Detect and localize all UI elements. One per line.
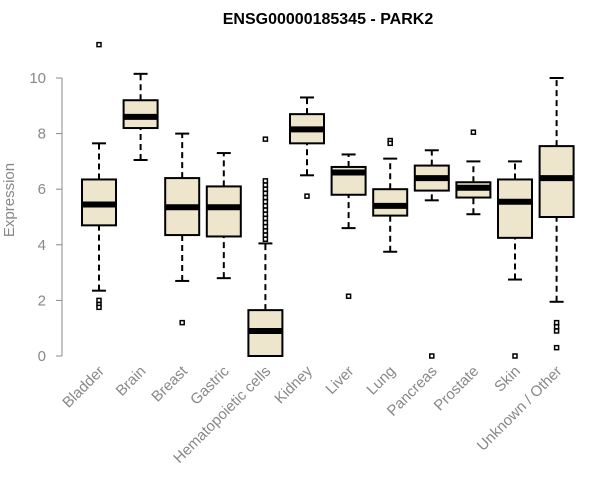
outlier-point [262, 203, 269, 209]
outlier-point [345, 293, 352, 299]
outlier-point [262, 178, 269, 184]
outlier-point [262, 228, 269, 234]
box-group [455, 129, 492, 216]
box-group [122, 72, 159, 162]
x-category-label: Skin [491, 363, 524, 396]
box-group [205, 152, 242, 280]
outlier-point [262, 186, 269, 192]
outlier-point [262, 211, 269, 217]
y-tick-label: 4 [38, 237, 46, 254]
outlier-point [179, 319, 185, 326]
box-group [164, 132, 201, 326]
outlier-point [387, 140, 393, 147]
box-iqr [497, 178, 533, 239]
y-axis-label: Expression [1, 163, 18, 237]
outlier-point [262, 236, 269, 242]
y-tick-label: 2 [38, 292, 46, 309]
box-group [538, 77, 575, 351]
outlier-point [304, 193, 310, 199]
box-group [413, 149, 450, 359]
y-axis: 0 2 4 6 8 10 [29, 70, 63, 365]
outlier-point [262, 182, 269, 188]
outlier-point [262, 136, 269, 142]
x-category-label: Lung [363, 363, 399, 399]
outlier-point [262, 198, 269, 205]
outlier-point [96, 41, 102, 48]
outlier-point [470, 129, 477, 135]
outlier-point [262, 232, 269, 238]
outlier-point [96, 297, 102, 304]
box-group [289, 96, 325, 199]
box-iqr [205, 185, 242, 238]
x-category-label: Bladder [59, 363, 108, 412]
box-group [497, 160, 533, 359]
outlier-point [553, 344, 560, 351]
x-category-label: Liver [322, 363, 357, 398]
outlier-point [262, 223, 269, 230]
outlier-point [262, 194, 269, 201]
box-iqr [372, 188, 409, 217]
outlier-point [262, 215, 269, 222]
y-tick-label: 0 [38, 348, 46, 365]
outlier-point [262, 219, 269, 226]
y-tick-label: 6 [38, 181, 46, 198]
outlier-point [512, 353, 518, 359]
y-tick-label: 10 [29, 70, 46, 87]
box-group [247, 136, 284, 358]
box-group [372, 137, 409, 253]
x-category-label: Brain [113, 363, 150, 400]
outlier-point [429, 353, 435, 359]
outlier-point [262, 190, 269, 197]
x-category-label: Prostate [431, 363, 483, 415]
x-category-label: Breast [148, 362, 191, 405]
outlier-point [262, 207, 269, 213]
box-iqr [538, 145, 575, 218]
outlier-point [553, 319, 560, 326]
outlier-point [553, 324, 560, 330]
outlier-point [553, 328, 560, 334]
chart-title: ENSG00000185345 - PARK2 [223, 11, 434, 28]
box-group [81, 41, 117, 311]
y-tick-label: 8 [38, 126, 46, 143]
outlier-point [96, 304, 102, 311]
x-category-label: Kidney [271, 362, 316, 407]
box-group [330, 153, 367, 299]
boxes-layer [81, 41, 575, 359]
